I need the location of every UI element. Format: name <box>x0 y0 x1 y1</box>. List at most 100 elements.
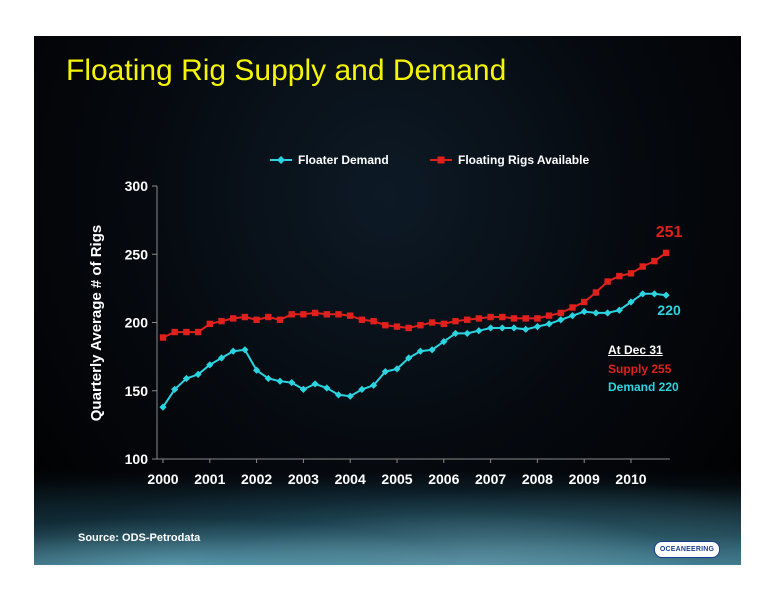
supply-end-label: 251 <box>656 224 683 241</box>
supply-point <box>428 319 436 326</box>
x-tick-label: 2003 <box>288 471 319 487</box>
y-tick-label: 250 <box>125 246 149 262</box>
supply-point <box>159 334 167 341</box>
supply-point <box>241 313 249 321</box>
oceaneering-logo: OCEANEERING <box>654 541 720 558</box>
supply-point <box>206 320 213 328</box>
demand-point <box>428 346 436 354</box>
x-tick-label: 2000 <box>147 471 178 487</box>
demand-point <box>171 385 179 393</box>
demand-point <box>522 325 530 333</box>
supply-point <box>499 313 506 321</box>
x-tick-label: 2007 <box>475 471 506 487</box>
annotation-demand: Demand 220 <box>608 380 679 394</box>
demand-point <box>194 370 202 378</box>
slide-background: Floating Rig Supply and Demand Source: O… <box>34 36 741 565</box>
x-tick-label: 2009 <box>569 471 600 487</box>
supply-point <box>230 315 237 322</box>
demand-point <box>545 320 553 328</box>
demand-point <box>604 309 612 317</box>
supply-point <box>335 311 342 318</box>
demand-point <box>592 309 600 317</box>
demand-point <box>241 346 249 354</box>
demand-point <box>346 392 354 400</box>
demand-point <box>615 306 623 314</box>
x-tick-label: 2005 <box>381 471 412 487</box>
y-tick-label: 300 <box>125 178 149 194</box>
x-tick-label: 2002 <box>241 471 272 487</box>
demand-point <box>299 385 307 393</box>
y-tick-label: 200 <box>125 315 149 331</box>
y-axis-label: Quarterly Average # of Rigs <box>88 225 105 421</box>
demand-point <box>487 324 495 332</box>
demand-point <box>393 365 401 373</box>
demand-point <box>650 290 658 298</box>
supply-point <box>522 315 529 322</box>
annotation-supply: Supply 255 <box>608 362 672 376</box>
supply-point <box>370 317 377 325</box>
demand-point <box>533 322 541 331</box>
demand-point <box>217 354 226 362</box>
demand-point <box>557 316 565 324</box>
supply-point <box>604 278 611 285</box>
y-tick-label: 100 <box>125 451 149 467</box>
chart-axes: 100 150 200 250 300 2000 2001 2002 2003 2004 2005 2… <box>125 178 670 487</box>
demand-point <box>323 384 331 392</box>
supply-point <box>276 316 284 323</box>
demand-point <box>463 329 471 338</box>
x-tick-label: 2010 <box>615 471 646 487</box>
supply-point <box>557 309 564 317</box>
legend-supply-marker <box>437 156 445 164</box>
supply-point <box>569 304 576 311</box>
legend-demand-label: Floater Demand <box>298 153 389 167</box>
supply-point <box>452 317 459 325</box>
supply-point <box>417 322 424 329</box>
supply-point <box>253 316 260 323</box>
supply-point <box>581 298 588 306</box>
demand-point <box>568 312 577 320</box>
supply-point <box>464 316 471 323</box>
supply-point <box>300 311 307 318</box>
legend-supply-label: Floating Rigs Available <box>458 153 589 167</box>
demand-point <box>370 381 378 389</box>
supply-point <box>616 272 623 280</box>
demand-point <box>440 338 448 346</box>
supply-point <box>393 323 401 330</box>
supply-point <box>534 315 541 322</box>
source-note: Source: ODS-Petrodata <box>78 532 201 544</box>
demand-point <box>253 366 261 374</box>
supply-point <box>639 263 646 270</box>
demand-point <box>405 354 413 362</box>
logo-text: OCEANEERING <box>659 546 715 553</box>
supply-point <box>545 312 553 319</box>
chart-legend: Floater Demand Floating Rigs Available <box>270 153 589 167</box>
demand-point <box>662 291 670 299</box>
supply-point <box>358 316 366 323</box>
x-tick-label: 2008 <box>522 471 553 487</box>
seafloor-image <box>34 470 741 565</box>
supply-point <box>382 322 389 329</box>
demand-end-label: 220 <box>657 302 681 318</box>
demand-point <box>311 380 319 388</box>
demand-point <box>580 307 588 316</box>
supply-point <box>171 328 178 336</box>
supply-point <box>627 270 635 277</box>
demand-point <box>416 347 424 355</box>
demand-series-line <box>162 292 667 408</box>
demand-point <box>451 329 460 338</box>
demand-point <box>264 374 272 383</box>
demand-point <box>159 403 167 411</box>
demand-point <box>627 298 635 306</box>
supply-point <box>311 309 319 317</box>
x-tick-label: 2004 <box>335 471 366 487</box>
demand-point <box>510 324 518 332</box>
supply-point <box>194 328 202 336</box>
supply-point <box>662 249 670 257</box>
supply-point <box>405 324 412 332</box>
supply-point <box>651 257 658 265</box>
demand-point <box>206 361 214 369</box>
chart-series: 220 251 <box>159 224 683 411</box>
y-tick-label: 150 <box>125 383 149 399</box>
demand-point <box>639 290 647 298</box>
